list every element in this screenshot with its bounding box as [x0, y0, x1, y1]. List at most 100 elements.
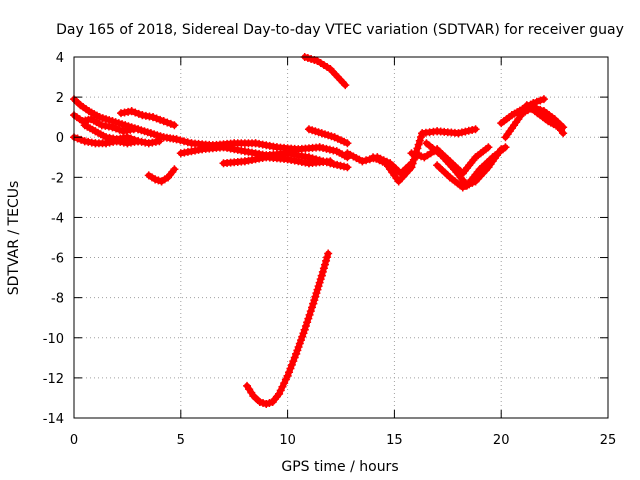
- data-point-marker: [112, 124, 121, 133]
- data-point-marker: [314, 282, 323, 291]
- data-point-marker: [333, 160, 342, 169]
- data-point-marker: [407, 163, 416, 172]
- series-track-d: [80, 121, 143, 146]
- x-tick-label: 0: [70, 433, 78, 448]
- data-point-marker: [155, 137, 164, 146]
- series-track-b: [70, 111, 138, 136]
- x-tick-label: 25: [600, 433, 617, 448]
- data-point-marker: [323, 253, 332, 262]
- data-point-marker: [295, 339, 304, 348]
- data-point-marker: [416, 132, 425, 141]
- data-point-marker: [559, 129, 568, 138]
- y-tick-label: 4: [56, 51, 64, 66]
- data-point-marker: [172, 135, 181, 144]
- data-point-marker: [318, 267, 327, 276]
- data-point-marker: [326, 157, 335, 166]
- data-point-marker: [180, 137, 189, 146]
- data-point-marker: [414, 140, 423, 149]
- data-point-marker: [293, 346, 302, 355]
- data-point-marker: [170, 121, 179, 130]
- data-point-marker: [166, 119, 175, 128]
- y-tick-label: 2: [56, 91, 64, 106]
- data-point-marker: [468, 126, 477, 135]
- data-point-marker: [362, 156, 371, 165]
- series-track-t: [243, 249, 333, 408]
- y-tick-label: -8: [51, 292, 64, 307]
- data-point-marker: [312, 289, 321, 298]
- data-point-marker: [129, 125, 138, 134]
- data-point-marker: [285, 368, 294, 377]
- data-point-marker: [156, 115, 165, 124]
- data-point-marker: [315, 278, 324, 287]
- data-point-marker: [123, 133, 132, 142]
- data-point-marker: [152, 114, 161, 123]
- data-point-marker: [343, 139, 352, 148]
- data-point-marker: [454, 129, 463, 138]
- data-point-marker: [471, 125, 480, 134]
- data-point-marker: [415, 136, 424, 145]
- data-point-marker: [536, 96, 545, 105]
- data-point-marker: [170, 165, 179, 174]
- data-point-marker: [276, 386, 285, 395]
- y-tick-label: -2: [51, 171, 64, 186]
- data-point-marker: [322, 256, 331, 265]
- data-point-marker: [298, 332, 307, 341]
- data-point-marker: [310, 296, 319, 305]
- data-point-marker: [300, 325, 309, 334]
- data-point-marker: [292, 349, 301, 358]
- data-point-marker: [303, 318, 312, 327]
- series-track-s: [522, 101, 568, 138]
- data-point-marker: [539, 95, 548, 104]
- data-point-marker: [108, 123, 117, 132]
- data-point-marker: [457, 128, 466, 137]
- data-point-marker: [280, 379, 289, 388]
- data-point-marker: [317, 271, 326, 280]
- y-tick-label: -6: [51, 252, 64, 267]
- data-series: [70, 53, 568, 408]
- data-point-marker: [131, 108, 140, 117]
- series-track-i: [219, 153, 335, 168]
- data-point-marker: [115, 125, 124, 134]
- data-point-marker: [281, 375, 290, 384]
- x-tick-label: 10: [279, 433, 296, 448]
- data-point-marker: [130, 135, 139, 144]
- data-point-marker: [149, 113, 158, 122]
- x-tick-label: 5: [177, 433, 185, 448]
- plot-frame: [73, 56, 609, 419]
- data-point-marker: [461, 127, 470, 136]
- data-point-marker: [324, 249, 333, 258]
- data-point-marker: [464, 126, 473, 135]
- data-point-marker: [408, 159, 417, 168]
- data-point-marker: [163, 118, 172, 127]
- data-point-marker: [134, 137, 143, 146]
- data-point-marker: [309, 299, 318, 308]
- data-point-marker: [275, 389, 284, 398]
- series-track-j: [304, 125, 352, 148]
- data-point-marker: [176, 136, 185, 145]
- data-point-marker: [313, 285, 322, 294]
- data-point-marker: [286, 364, 295, 373]
- data-point-marker: [294, 342, 303, 351]
- data-point-marker: [126, 134, 135, 143]
- x-tick-label: 15: [386, 433, 403, 448]
- data-point-marker: [289, 357, 298, 366]
- data-point-marker: [532, 97, 541, 106]
- chart-title: Day 165 of 2018, Sidereal Day-to-day VTE…: [56, 22, 624, 38]
- y-tick-label: -4: [51, 211, 64, 226]
- data-point-marker: [301, 322, 310, 331]
- series-track-m: [369, 125, 480, 186]
- x-axis-label: GPS time / hours: [281, 459, 398, 475]
- data-point-marker: [358, 157, 367, 166]
- data-point-marker: [413, 144, 422, 153]
- data-point-marker: [329, 146, 338, 155]
- data-point-marker: [322, 144, 331, 153]
- data-point-marker: [73, 134, 82, 143]
- data-point-marker: [336, 161, 345, 170]
- data-point-marker: [319, 264, 328, 273]
- series-track-e: [116, 107, 179, 130]
- data-point-marker: [341, 81, 350, 90]
- data-point-marker: [283, 371, 292, 380]
- data-point-marker: [325, 145, 334, 154]
- y-axis-label: SDTVAR / TECUs: [6, 181, 22, 296]
